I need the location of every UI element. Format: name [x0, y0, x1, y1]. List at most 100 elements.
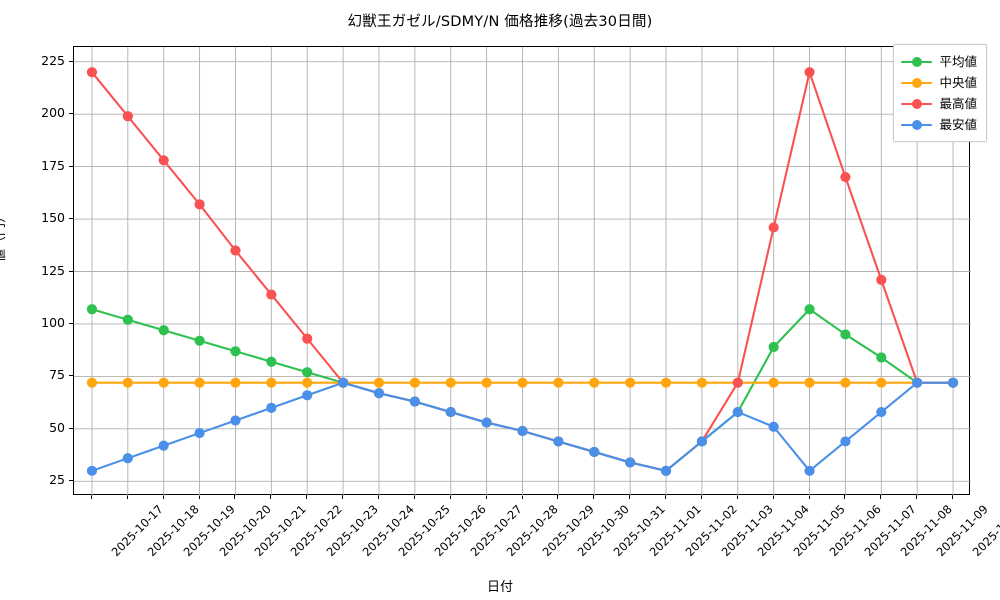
y-tick-label: 125 [41, 262, 65, 278]
series-marker [122, 377, 133, 388]
y-tick-label: 75 [49, 367, 65, 383]
series-marker [840, 377, 851, 388]
y-tick-label: 25 [49, 472, 65, 488]
series-marker [625, 457, 636, 468]
y-tick-mark [69, 60, 73, 62]
legend-swatch-icon [901, 55, 933, 69]
series-marker [876, 406, 887, 418]
legend-item: 中央値 [901, 72, 977, 93]
series-marker [158, 325, 169, 336]
series-marker [266, 402, 277, 413]
series-marker [338, 377, 349, 388]
series-marker [625, 377, 636, 388]
series-marker [947, 377, 959, 388]
legend-label: 中央値 [939, 74, 977, 90]
series-marker [158, 377, 169, 388]
series-marker [768, 222, 779, 233]
y-tick-label: 150 [41, 210, 65, 226]
y-tick-label: 225 [41, 52, 65, 68]
x-tick-mark [557, 495, 559, 499]
series-marker [230, 415, 241, 426]
y-tick-mark [69, 427, 73, 429]
legend-item: 最高値 [901, 93, 977, 114]
chart-legend: 平均値 中央値 最高値 最安値 [893, 44, 987, 142]
series-marker [589, 377, 600, 388]
series-marker [158, 440, 169, 451]
series-marker [86, 304, 98, 315]
legend-swatch-icon [901, 118, 933, 132]
data-series-layer [86, 67, 959, 476]
series-marker [373, 388, 385, 399]
x-tick-mark [198, 495, 200, 499]
series-marker [122, 314, 133, 325]
x-tick-mark [162, 495, 164, 499]
series-marker [445, 377, 456, 388]
series-marker [266, 377, 277, 388]
x-tick-mark [772, 495, 774, 499]
x-tick-mark [270, 495, 272, 499]
series-marker [122, 453, 133, 464]
x-tick-mark [521, 495, 523, 499]
series-marker [158, 155, 169, 166]
x-tick-mark [593, 495, 595, 499]
x-tick-mark [629, 495, 631, 499]
series-marker [804, 377, 815, 388]
series-marker [553, 377, 564, 388]
series-marker [122, 111, 133, 122]
x-tick-mark [449, 495, 451, 499]
x-tick-mark [880, 495, 882, 499]
y-tick-mark [69, 375, 73, 377]
x-tick-mark [952, 495, 954, 499]
series-marker [804, 67, 815, 78]
series-marker [230, 245, 241, 256]
x-tick-mark [665, 495, 667, 499]
series-marker [876, 352, 887, 363]
series-marker [804, 304, 815, 315]
series-marker [302, 377, 313, 388]
series-marker [481, 377, 492, 388]
legend-swatch-icon [901, 97, 933, 111]
plot-area [73, 46, 971, 496]
x-tick-mark [700, 495, 702, 499]
y-tick-mark [69, 113, 73, 115]
legend-label: 最高値 [939, 95, 977, 111]
series-marker [86, 465, 98, 476]
series-marker [302, 390, 313, 401]
series-marker [517, 425, 528, 437]
y-tick-mark [69, 270, 73, 272]
y-tick-label: 200 [41, 105, 65, 121]
series-marker [86, 67, 98, 78]
x-tick-mark [916, 495, 918, 499]
y-tick-mark [69, 322, 73, 324]
legend-label: 平均値 [939, 53, 977, 69]
series-marker [194, 427, 205, 439]
y-tick-mark [69, 218, 73, 220]
y-tick-label: 175 [41, 157, 65, 173]
x-tick-mark [377, 495, 379, 499]
series-marker [660, 465, 672, 476]
series-marker [194, 199, 205, 210]
series-marker [589, 446, 600, 458]
grid-lines [74, 47, 971, 496]
series-marker [194, 335, 205, 346]
x-tick-mark [808, 495, 810, 499]
series-marker [409, 396, 420, 407]
series-marker [266, 289, 277, 300]
series-marker [481, 417, 492, 428]
series-marker [876, 274, 887, 285]
series-marker [768, 341, 779, 353]
y-tick-label: 50 [49, 419, 65, 435]
series-marker [553, 436, 564, 447]
series-marker [840, 329, 851, 340]
series-line-2 [90, 71, 955, 472]
series-marker [660, 377, 672, 388]
series-marker [768, 421, 779, 432]
series-marker [230, 346, 241, 357]
series-marker [696, 436, 708, 447]
series-marker [732, 377, 743, 388]
x-tick-mark [413, 495, 415, 499]
y-tick-mark [69, 480, 73, 482]
x-tick-mark [485, 495, 487, 499]
series-marker [266, 356, 277, 367]
chart-title: 幻獣王ガゼル/SDMY/N 価格推移(過去30日間) [347, 14, 653, 30]
